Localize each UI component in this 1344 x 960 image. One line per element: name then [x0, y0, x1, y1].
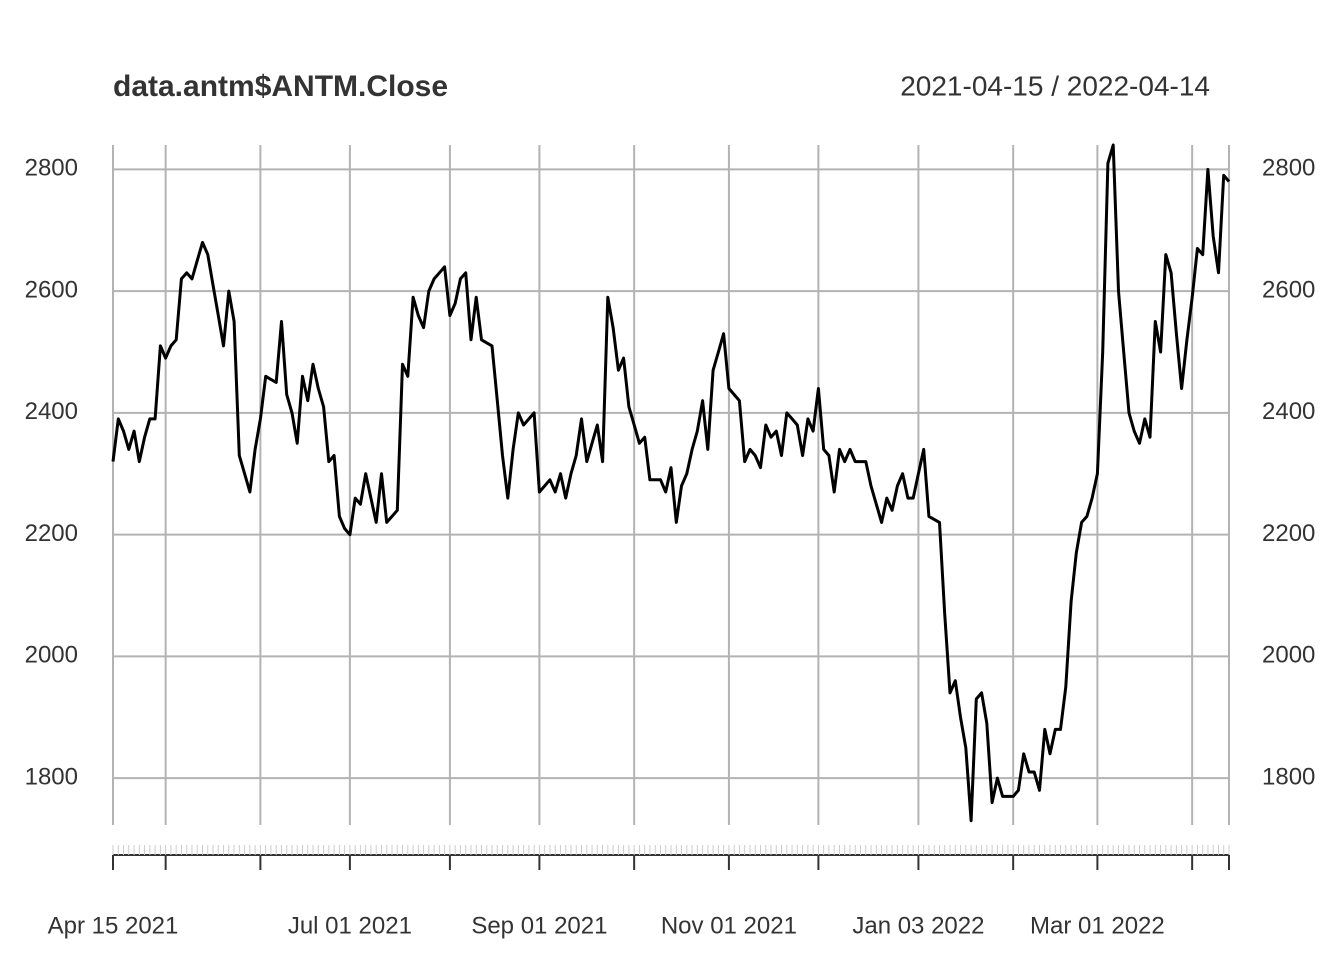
- y-tick-label-right: 2000: [1262, 642, 1315, 669]
- date-range: 2021-04-15 / 2022-04-14: [900, 70, 1210, 101]
- y-tick-label-right: 2400: [1262, 398, 1315, 425]
- y-tick-label: 2400: [25, 398, 78, 425]
- x-tick-label: Jul 01 2021: [288, 912, 412, 939]
- x-tick-label: Mar 01 2022: [1030, 912, 1165, 939]
- y-tick-label-right: 1800: [1262, 763, 1315, 790]
- x-tick-label: Apr 15 2021: [48, 912, 179, 939]
- y-tick-label: 2800: [25, 155, 78, 182]
- y-tick-label: 2000: [25, 642, 78, 669]
- y-tick-label-right: 2600: [1262, 276, 1315, 303]
- y-tick-label: 2200: [25, 520, 78, 547]
- y-tick-label: 1800: [25, 763, 78, 790]
- y-tick-label: 2600: [25, 276, 78, 303]
- x-tick-label: Nov 01 2021: [661, 912, 797, 939]
- x-tick-label: Sep 01 2021: [471, 912, 607, 939]
- x-tick-label: Jan 03 2022: [852, 912, 984, 939]
- y-tick-label-right: 2200: [1262, 520, 1315, 547]
- y-tick-label-right: 2800: [1262, 155, 1315, 182]
- price-line: [111, 143, 1231, 823]
- chart-title: data.antm$ANTM.Close: [113, 70, 448, 103]
